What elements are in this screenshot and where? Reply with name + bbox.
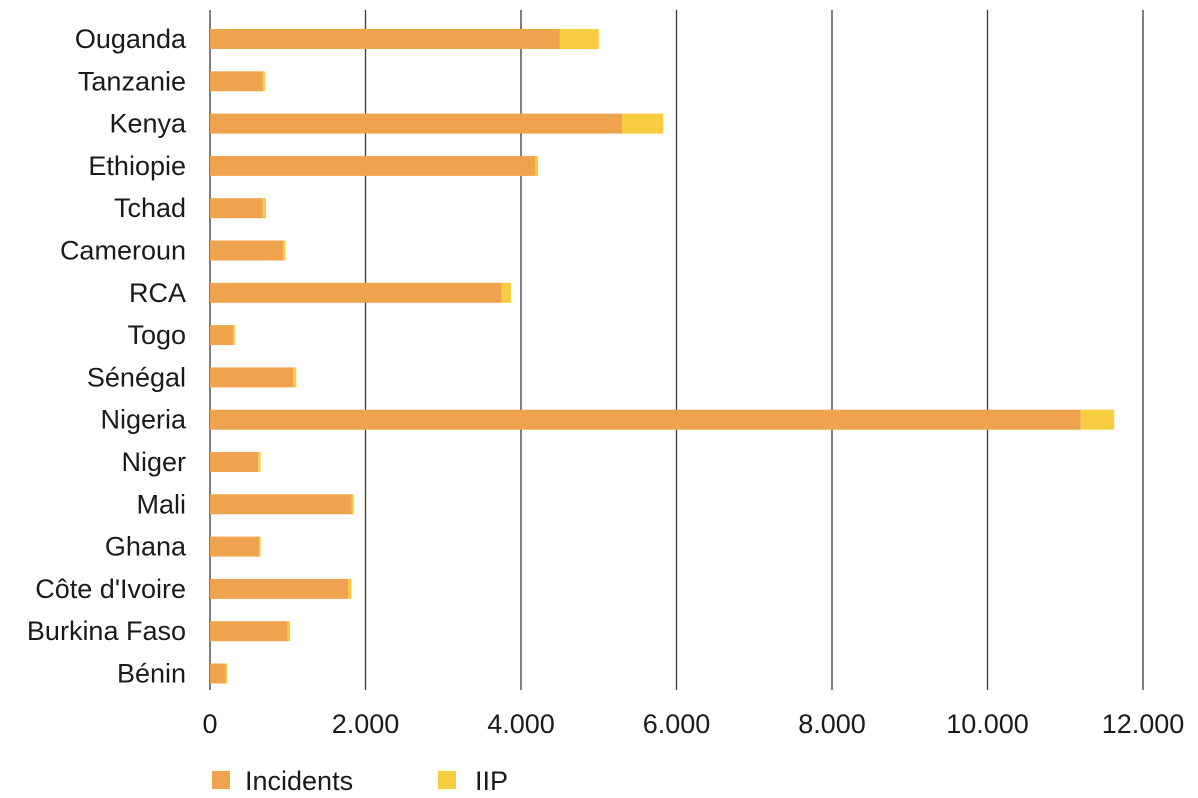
legend-label-incidents: Incidents [245, 766, 353, 796]
category-label: Tanzanie [78, 66, 186, 96]
bar-iip-3 [534, 155, 539, 176]
bar-incidents-9 [210, 409, 1081, 430]
category-label: Côte d'Ivoire [35, 574, 186, 604]
category-label: Kenya [109, 109, 187, 139]
bar-incidents-14 [210, 621, 288, 642]
category-label: Sénégal [87, 362, 186, 392]
legend-swatch-iip [438, 771, 456, 789]
bar-iip-11 [351, 494, 354, 515]
bar-incidents-11 [210, 494, 352, 515]
bars [210, 29, 1115, 684]
bar-iip-12 [258, 536, 261, 557]
bar-incidents-4 [210, 198, 263, 219]
bar-incidents-13 [210, 578, 349, 599]
legend: Incidents IIP [212, 766, 508, 796]
category-label: Ghana [105, 532, 187, 562]
bar-iip-15 [225, 663, 228, 684]
category-label: Tchad [114, 193, 186, 223]
bar-incidents-7 [210, 325, 234, 346]
x-tick-label: 10.000 [946, 709, 1029, 739]
bar-iip-9 [1080, 409, 1115, 430]
category-label: Niger [121, 447, 186, 477]
bar-incidents-3 [210, 155, 535, 176]
legend-swatch-incidents [212, 771, 230, 789]
x-tick-label: 0 [202, 709, 217, 739]
x-tick-label: 4.000 [487, 709, 555, 739]
category-label: Nigeria [100, 405, 187, 435]
bar-incidents-10 [210, 452, 259, 472]
bar-incidents-8 [210, 367, 294, 388]
bar-incidents-1 [210, 71, 263, 92]
category-label: Cameroun [60, 236, 186, 266]
category-label: Burkina Faso [27, 616, 186, 646]
bar-iip-13 [348, 578, 352, 599]
bar-incidents-5 [210, 240, 284, 261]
x-tick-label: 6.000 [643, 709, 711, 739]
category-label: Ethiopie [88, 151, 186, 181]
legend-label-iip: IIP [475, 766, 508, 796]
bar-iip-5 [283, 240, 286, 261]
category-labels: Ouganda Tanzanie Kenya Ethiopie Tchad Camerou… [27, 24, 187, 689]
x-tick-labels: 0 2.000 4.000 6.000 8.000 10.000 12.000 [202, 709, 1184, 739]
x-tick-label: 8.000 [798, 709, 866, 739]
category-label: RCA [129, 278, 186, 308]
bar-iip-4 [262, 198, 266, 219]
bar-incidents-6 [210, 282, 502, 303]
category-label: Ouganda [75, 24, 187, 54]
bar-incidents-15 [210, 663, 226, 684]
bar-incidents-0 [210, 29, 560, 49]
bar-incidents-12 [210, 536, 259, 557]
bar-iip-7 [233, 325, 235, 346]
bar-iip-0 [559, 29, 599, 49]
x-tick-label: 12.000 [1102, 709, 1185, 739]
category-label: Togo [127, 320, 186, 350]
x-tick-label: 2.000 [332, 709, 400, 739]
bar-iip-1 [262, 71, 266, 92]
category-label: Mali [136, 489, 186, 519]
bar-incidents-2 [210, 113, 623, 134]
bar-iip-8 [293, 367, 297, 388]
bar-iip-2 [622, 113, 664, 134]
category-label: Bénin [117, 659, 186, 689]
bar-iip-10 [258, 452, 261, 472]
bar-iip-14 [287, 621, 291, 642]
bar-iip-6 [501, 282, 511, 303]
